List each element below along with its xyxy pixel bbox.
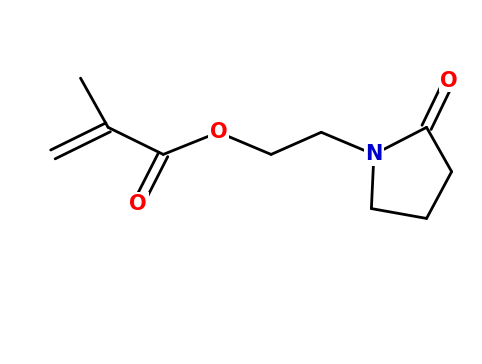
- Text: O: O: [129, 194, 147, 214]
- Text: O: O: [441, 71, 458, 91]
- Text: O: O: [210, 122, 227, 142]
- Text: N: N: [365, 145, 383, 165]
